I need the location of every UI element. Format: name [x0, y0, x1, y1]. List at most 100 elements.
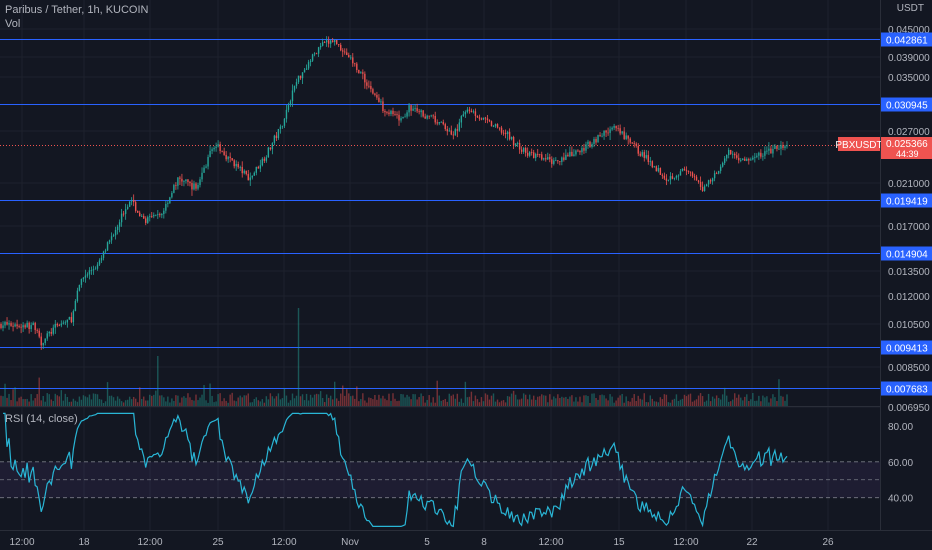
volume-bar	[360, 399, 362, 406]
volume-bar	[181, 397, 183, 406]
candle-body	[541, 154, 543, 160]
volume-bar	[374, 394, 376, 406]
candle-body	[750, 159, 752, 161]
candle-body	[356, 63, 358, 70]
volume-bar	[414, 394, 416, 406]
candle-body	[247, 174, 249, 181]
candle-body	[673, 177, 676, 179]
volume-bar	[293, 398, 296, 406]
volume-bar	[752, 393, 754, 406]
volume-bar	[333, 381, 336, 406]
time-tick-label: 26	[822, 537, 834, 548]
volume-bar	[748, 400, 750, 406]
volume-bar	[635, 400, 637, 406]
volume-bar	[547, 402, 549, 406]
candle-body	[225, 154, 227, 160]
volume-bar	[496, 399, 499, 406]
candle-body	[699, 181, 702, 187]
volume-bar	[16, 401, 18, 406]
volume-bar	[112, 397, 115, 406]
volume-bar	[233, 400, 235, 406]
candle-body	[257, 166, 260, 169]
candle-body	[92, 269, 95, 271]
volume-bar	[490, 395, 493, 406]
candle-body	[611, 127, 613, 130]
candle-body	[464, 112, 467, 115]
horizontal-levels[interactable]	[0, 39, 880, 389]
candle-body	[289, 101, 292, 106]
volume-bar	[155, 390, 157, 406]
volume-bar	[406, 394, 408, 406]
candle-body	[703, 186, 706, 191]
volume-bar	[452, 394, 455, 406]
candle-body	[723, 158, 726, 163]
candle-body	[446, 129, 448, 132]
volume-bar	[370, 398, 372, 406]
volume-bar	[139, 387, 141, 406]
candle-body	[86, 274, 89, 276]
candle-body	[725, 155, 728, 159]
candle-body	[70, 317, 73, 323]
candle-body	[780, 145, 782, 149]
volume-bar	[732, 399, 734, 406]
candle-body	[203, 167, 205, 173]
volume-bar	[24, 399, 26, 406]
volume-bar	[667, 402, 670, 406]
volume-bar	[281, 398, 284, 406]
volume-bar	[750, 399, 752, 406]
candle-body	[543, 158, 545, 160]
volume-bar	[768, 402, 770, 406]
volume-bar	[205, 400, 207, 406]
volume-bar	[410, 399, 412, 406]
volume-bar	[380, 398, 382, 406]
price-tick-label: 0.006950	[888, 403, 930, 414]
price-axis[interactable]: 0.045000 0.039000 0.035000 0.027000 0.021000…	[888, 25, 930, 414]
price-candles[interactable]	[0, 36, 788, 350]
candle-body	[36, 329, 38, 331]
volume-bar	[0, 395, 2, 406]
volume-label[interactable]: Vol	[5, 18, 21, 30]
volume-bar	[555, 398, 557, 406]
candle-body	[599, 135, 601, 136]
volume-bar	[20, 396, 22, 406]
candle-body	[388, 112, 390, 115]
volume-bar	[245, 395, 247, 406]
volume-bar	[762, 395, 764, 406]
candle-body	[331, 40, 334, 43]
candle-body	[291, 90, 294, 102]
candle-body	[476, 115, 479, 118]
candle-body	[404, 116, 406, 118]
volume-bar	[589, 402, 591, 406]
volume-bar	[434, 402, 436, 406]
candle-body	[770, 148, 772, 154]
time-axis[interactable]: 12:00 18 12:00 25 12:00 Nov 5 8 12:00 15 12:00 22 26	[9, 537, 834, 548]
volume-bar	[295, 395, 298, 406]
candle-body	[221, 150, 223, 152]
rsi-label[interactable]: RSI (14, close)	[5, 413, 78, 425]
volume-bar	[243, 395, 245, 406]
volume-bar	[179, 402, 181, 406]
candle-body	[285, 109, 288, 119]
candle-body	[462, 114, 465, 117]
volume-bar	[394, 398, 396, 406]
candle-body	[277, 128, 280, 139]
volume-bar	[368, 397, 370, 406]
candle-body	[380, 101, 382, 103]
candle-body	[637, 145, 639, 154]
rsi-axis[interactable]: 80.00 60.00 40.00	[888, 422, 913, 505]
volume-bar	[46, 393, 48, 406]
volume-bar	[653, 401, 656, 406]
volume-bar	[336, 398, 338, 406]
volume-bar	[764, 397, 766, 406]
candle-body	[281, 125, 284, 127]
candle-body	[14, 324, 16, 327]
volume-bar	[639, 398, 641, 406]
candle-body	[392, 110, 394, 115]
volume-bar	[185, 397, 187, 406]
symbol-title[interactable]: Paribus / Tether, 1h, KUCOIN	[5, 4, 149, 16]
volume-bar	[259, 401, 262, 406]
volume-bar	[526, 399, 529, 406]
candle-body	[350, 57, 352, 59]
time-tick-label: 18	[78, 537, 90, 548]
